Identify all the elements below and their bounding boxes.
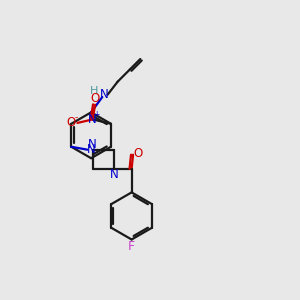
Text: N: N (110, 168, 118, 181)
Text: -: - (75, 113, 78, 122)
Text: N: N (88, 138, 97, 151)
Text: O: O (66, 116, 76, 129)
Text: N: N (88, 113, 97, 126)
Text: +: + (94, 110, 100, 119)
Text: F: F (128, 240, 135, 253)
Text: H: H (90, 85, 98, 96)
Text: O: O (91, 92, 100, 105)
Text: O: O (134, 147, 143, 160)
Text: N: N (100, 88, 109, 101)
Text: N: N (87, 143, 95, 156)
